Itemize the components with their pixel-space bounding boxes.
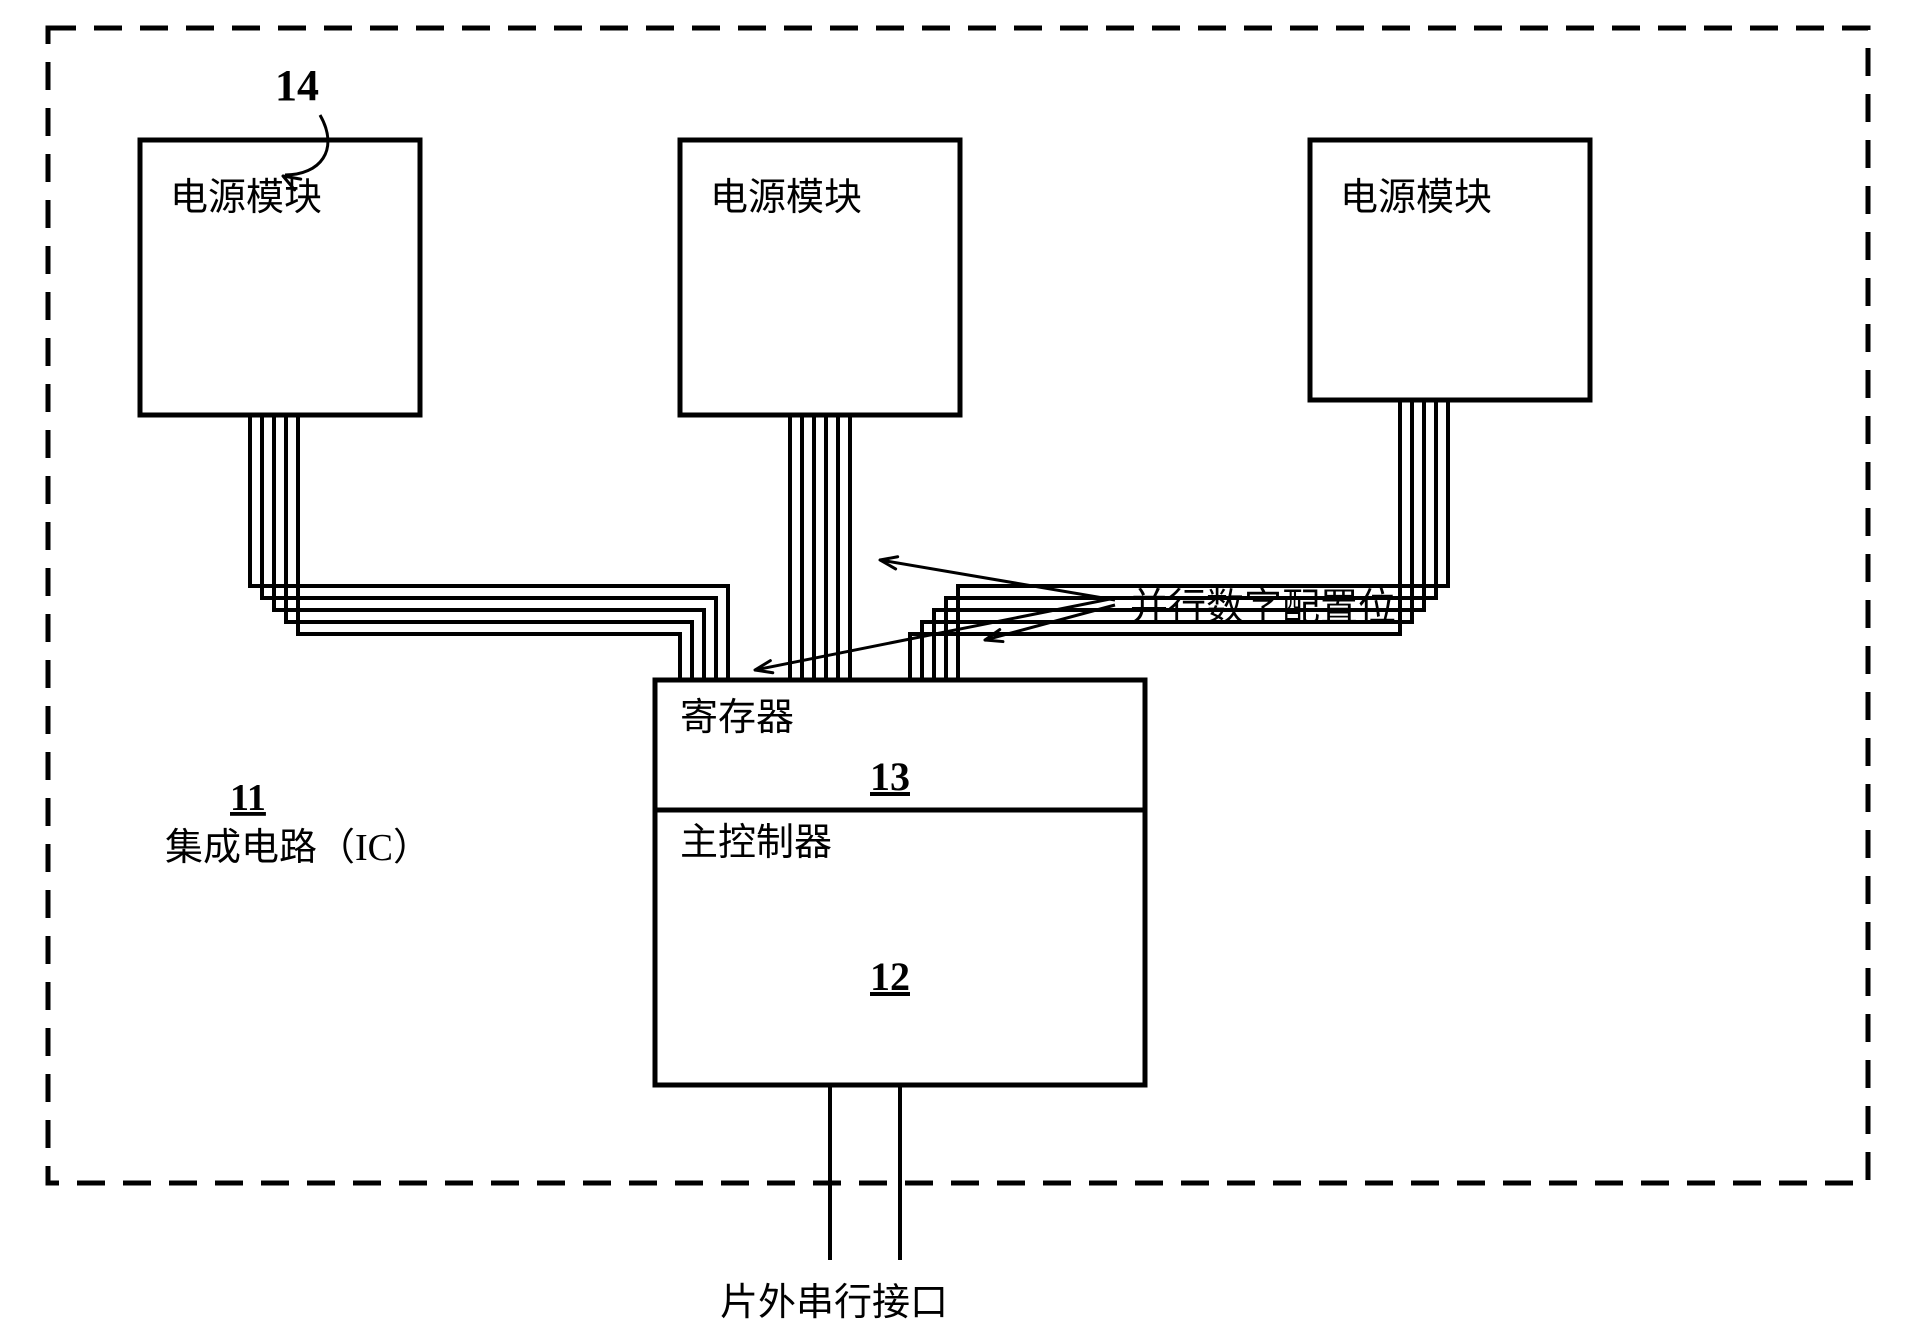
power-module-label-1: 电源模块 xyxy=(710,177,862,219)
bus-config-label: 并行数字配置位 xyxy=(1130,587,1396,629)
register-label: 寄存器 xyxy=(680,697,794,739)
power-module-label-2: 电源模块 xyxy=(1340,177,1492,219)
ic-label: 集成电路（IC） xyxy=(165,827,431,869)
power-module-label-0: 电源模块 xyxy=(170,177,322,219)
ic-ref-num: 11 xyxy=(230,777,266,819)
controller-ref-num: 12 xyxy=(870,954,910,999)
serial-interface-label: 片外串行接口 xyxy=(720,1282,948,1324)
controller-label: 主控制器 xyxy=(680,822,832,864)
register-ref-num: 13 xyxy=(870,754,910,799)
module-ref-14: 14 xyxy=(275,61,319,110)
